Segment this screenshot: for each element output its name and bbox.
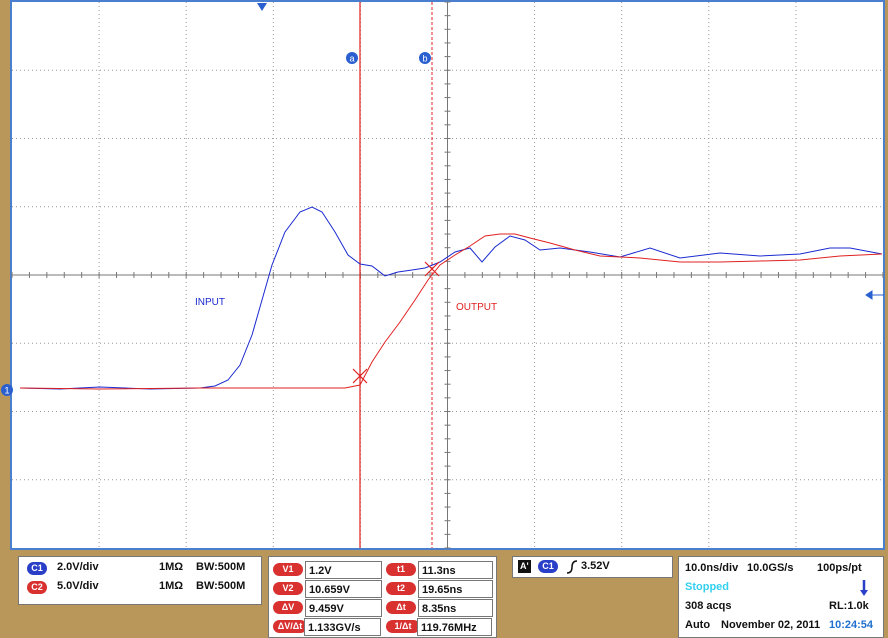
- cursor-a-label: a: [349, 54, 354, 64]
- input-trace: [19, 206, 883, 390]
- input-label: INPUT: [195, 297, 225, 308]
- run-icon: [860, 580, 868, 596]
- channel-bandwidth: BW:500M: [196, 561, 246, 573]
- cursor-panel: V1 1.2V t1 11.3ns V2 10.659V t2 19.65ns ΔV 9.459V…: [268, 556, 497, 638]
- slope-icon: [566, 560, 578, 574]
- channel-impedance: 1MΩ: [159, 561, 184, 573]
- cursor-label: t2: [386, 582, 416, 595]
- cursor-label: V2: [273, 582, 303, 595]
- cursor-b-label: b: [422, 54, 427, 64]
- ch1-marker-label: 1: [4, 386, 9, 396]
- cursor-value: 9.459V: [305, 599, 382, 617]
- output-trace: [19, 233, 883, 390]
- ch1-marker: [1, 384, 13, 396]
- channel-impedance: 1MΩ: [159, 580, 184, 592]
- channel-bandwidth: BW:500M: [196, 580, 246, 592]
- cursor-crosses: [352, 261, 440, 384]
- cursor-label: ΔV/Δt: [273, 620, 307, 633]
- timebase: 10.0ns/div: [685, 562, 739, 574]
- sample-rate: 10.0GS/s: [747, 562, 794, 574]
- channel-panel: C1 2.0V/div 1MΩ BW:500M C2 5.0V/div 1MΩ …: [18, 556, 262, 605]
- trigger-channel: C1: [538, 560, 558, 573]
- cursor-label: ΔV: [273, 601, 303, 614]
- cursor-value: 8.35ns: [418, 599, 493, 617]
- cursor-label: 1/Δt: [386, 620, 420, 633]
- channel-scale: 5.0V/div: [57, 580, 99, 592]
- cursor-value: 19.65ns: [418, 580, 493, 598]
- cursor-value: 1.2V: [305, 561, 382, 579]
- trigger-position: [257, 3, 267, 11]
- time: 10:24:54: [829, 619, 874, 631]
- channel-badge: C2: [27, 581, 47, 594]
- display: a b INPUT OUTPUT 1: [1, 0, 885, 550]
- cursor-label: Δt: [386, 601, 416, 614]
- trigger-level: 3.52V: [581, 560, 610, 572]
- record-length: RL:1.0k: [829, 600, 869, 612]
- resolution: 100ps/pt: [817, 562, 862, 574]
- channel-scale: 2.0V/div: [57, 561, 99, 573]
- cursor-value: 1.133GV/s: [304, 618, 381, 636]
- cursor-a-badge: [346, 52, 358, 64]
- cursor-label: V1: [273, 563, 303, 576]
- date: November 02, 2011: [721, 619, 821, 631]
- channel-badge: C1: [27, 562, 47, 575]
- mode: Auto: [685, 619, 711, 631]
- cursor-value: 11.3ns: [418, 561, 493, 579]
- acquisitions: 308 acqs: [685, 600, 732, 612]
- cursor-value: 119.76MHz: [417, 618, 492, 636]
- cursor-b-badge: [419, 52, 431, 64]
- trigger-tag: A': [518, 560, 531, 573]
- ch2-marker: [865, 290, 884, 300]
- cursor-value: 10.659V: [305, 580, 382, 598]
- cursor-label: t1: [386, 563, 416, 576]
- acquisition-panel: 10.0ns/div 10.0GS/s 100ps/pt Stopped 308…: [678, 556, 884, 638]
- status: Stopped: [685, 581, 729, 593]
- output-label: OUTPUT: [456, 302, 497, 313]
- trigger-panel: A' C1 3.52V: [512, 556, 673, 578]
